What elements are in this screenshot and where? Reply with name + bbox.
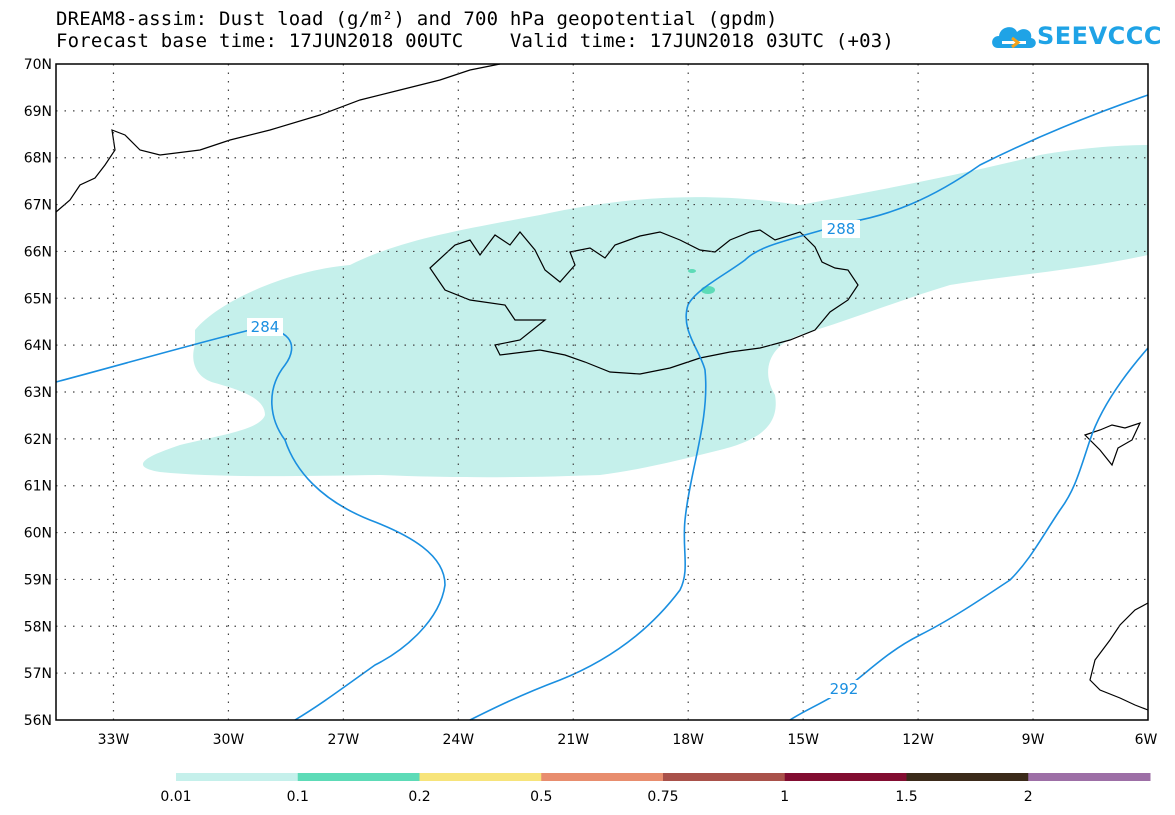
seevccc-logo: SEEVCCC	[990, 18, 1162, 58]
latitude-label: 68N	[24, 151, 52, 167]
contour-284	[55, 328, 446, 721]
cloud-icon	[992, 27, 1036, 49]
dust-region	[142, 145, 1148, 478]
latitude-label: 67N	[24, 198, 52, 214]
legend-color-swatch	[541, 773, 664, 781]
legend-threshold-label: 1.5	[895, 789, 917, 805]
latitude-label: 70N	[24, 57, 52, 73]
legend-threshold-label: 0.75	[647, 789, 678, 805]
latitude-label: 62N	[24, 432, 52, 448]
contour-label-292: 292	[830, 680, 859, 698]
legend-threshold-label: 2	[1024, 789, 1033, 805]
legend-color-swatch	[419, 773, 542, 781]
scotland-coastline	[1089, 602, 1149, 711]
latitude-label: 56N	[24, 713, 52, 729]
longitude-label: 9W	[1022, 732, 1045, 748]
axis-labels: 70N 69N 68N 67N 66N 65N 64N 63N 62N 61N 60N 59N 58N 5…	[24, 57, 1158, 748]
latitude-label: 58N	[24, 619, 52, 635]
map-frame	[55, 63, 1149, 721]
map-title: DREAM8-assim: Dust load (g/m²) and 700 h…	[56, 8, 778, 30]
longitude-label: 30W	[213, 732, 245, 748]
legend-color-swatch	[906, 773, 1029, 781]
longitude-label: 15W	[787, 732, 819, 748]
longitude-label: 33W	[98, 732, 130, 748]
latitude-label: 57N	[24, 666, 52, 682]
contour-label-284: 284	[251, 318, 280, 336]
latitude-label: 65N	[24, 291, 52, 307]
iceland-coastline	[429, 229, 859, 375]
longitude-label: 12W	[902, 732, 934, 748]
contour-label-bg	[247, 318, 283, 336]
longitude-label: 27W	[328, 732, 360, 748]
legend-threshold-label: 0.5	[530, 789, 552, 805]
latitude-label: 69N	[24, 104, 52, 120]
faroe-coastline	[1083, 421, 1142, 467]
legend-threshold-label: 0.1	[287, 789, 309, 805]
legend-color-swatch	[176, 773, 299, 781]
dust-spot	[688, 269, 696, 273]
longitude-label: 24W	[442, 732, 474, 748]
legend-threshold-label: 1	[780, 789, 789, 805]
latitude-label: 61N	[24, 479, 52, 495]
latitude-label: 64N	[24, 338, 52, 354]
legend-color-swatch	[663, 773, 786, 781]
contour-label-bg	[822, 220, 860, 238]
legend-threshold-label: 0.01	[160, 789, 191, 805]
greenland-coastline	[55, 63, 501, 213]
latitude-label: 59N	[24, 572, 52, 588]
longitude-label: 6W	[1135, 732, 1158, 748]
legend-color-swatch	[784, 773, 907, 781]
legend-color-swatch	[297, 773, 420, 781]
logo-text: SEEVCCC	[1037, 22, 1162, 50]
longitude-label: 21W	[557, 732, 589, 748]
legend-threshold-label: 0.2	[408, 789, 430, 805]
contour-label-288: 288	[827, 220, 856, 238]
latitude-label: 66N	[24, 244, 52, 260]
contour-label-bg	[824, 680, 864, 698]
longitude-label: 18W	[672, 732, 704, 748]
legend-color-swatch	[1028, 773, 1151, 781]
latitude-label: 60N	[24, 526, 52, 542]
forecast-time-line: Forecast base time: 17JUN2018 00UTC Vali…	[56, 30, 895, 52]
contour-288	[469, 94, 1149, 721]
latitude-label: 63N	[24, 385, 52, 401]
graticule	[56, 64, 1148, 720]
